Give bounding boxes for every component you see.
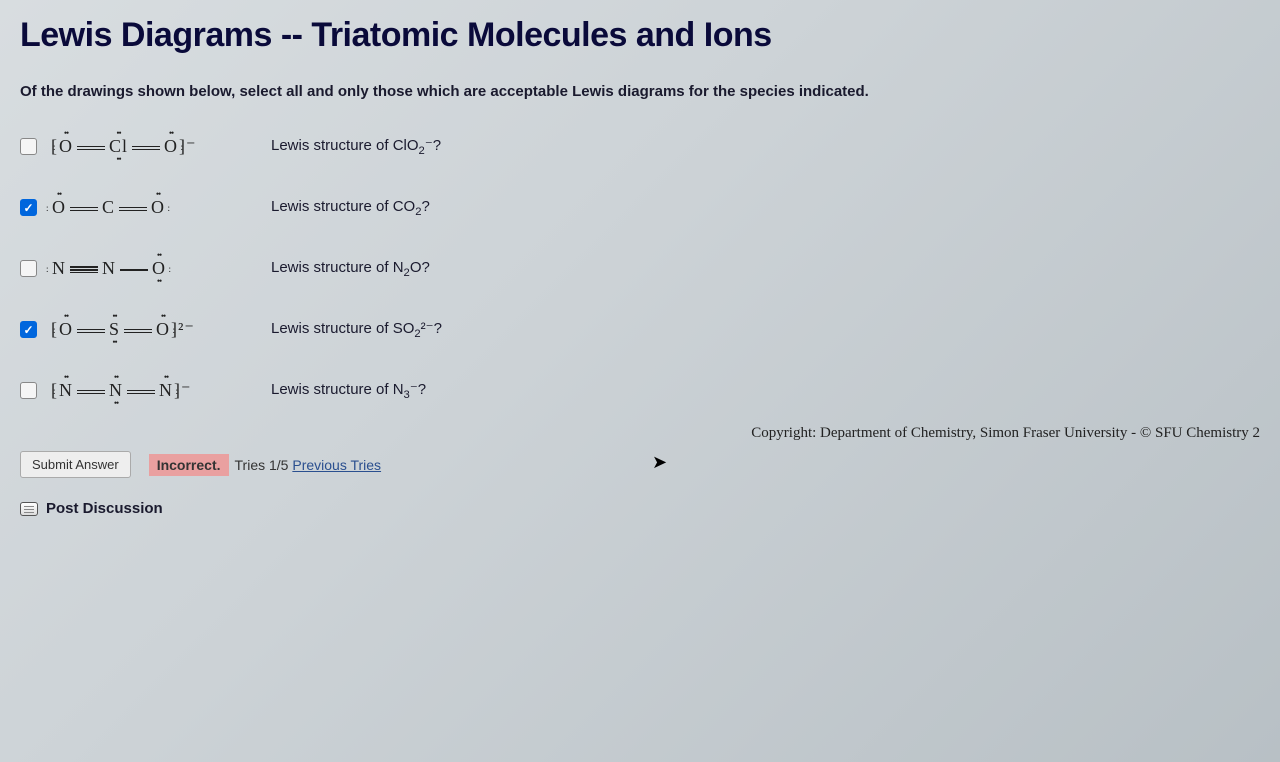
checkbox-option-4[interactable] bbox=[20, 321, 37, 338]
checkbox-option-3[interactable] bbox=[20, 260, 37, 277]
post-discussion-link[interactable]: Post Discussion bbox=[20, 500, 1260, 517]
option-row: :NN••O••: Lewis structure of N2O? bbox=[20, 258, 1260, 279]
option-label: Lewis structure of N2O? bbox=[271, 259, 430, 279]
copyright-text: Copyright: Department of Chemistry, Simo… bbox=[751, 425, 1260, 442]
option-label: Lewis structure of SO2²⁻? bbox=[271, 319, 442, 340]
option-row: :••OC••O: Lewis structure of CO2? bbox=[20, 197, 1260, 218]
previous-tries-link[interactable]: Previous Tries bbox=[292, 457, 381, 473]
option-row: [:••N••N••••N:]⁻ Lewis structure of N3⁻? bbox=[20, 380, 1260, 401]
footer: Copyright: Department of Chemistry, Simo… bbox=[20, 451, 1260, 478]
option-label: Lewis structure of N3⁻? bbox=[271, 380, 426, 401]
lewis-structure: [:••O••S••••O:]²⁻ bbox=[51, 319, 251, 340]
status-badge: Incorrect. bbox=[149, 454, 229, 476]
page-title: Lewis Diagrams -- Triatomic Molecules an… bbox=[20, 16, 1260, 55]
lewis-structure: [:••O••Cl••••O:]⁻ bbox=[51, 136, 251, 157]
option-label: Lewis structure of CO2? bbox=[271, 198, 430, 218]
option-row: [:••O••S••••O:]²⁻ Lewis structure of SO2… bbox=[20, 319, 1260, 340]
checkbox-option-2[interactable] bbox=[20, 199, 37, 216]
option-row: [:••O••Cl••••O:]⁻ Lewis structure of ClO… bbox=[20, 136, 1260, 157]
option-label: Lewis structure of ClO2⁻? bbox=[271, 136, 441, 157]
question-prompt: Of the drawings shown below, select all … bbox=[20, 83, 1260, 100]
lewis-structure: [:••N••N••••N:]⁻ bbox=[51, 380, 251, 401]
discussion-label: Post Discussion bbox=[46, 500, 163, 517]
tries-text: Tries 1/5 Previous Tries bbox=[235, 457, 382, 473]
checkbox-option-1[interactable] bbox=[20, 138, 37, 155]
submit-answer-button[interactable]: Submit Answer bbox=[20, 451, 131, 478]
lewis-structure: :NN••O••: bbox=[51, 258, 251, 279]
checkbox-option-5[interactable] bbox=[20, 382, 37, 399]
lewis-structure: :••OC••O: bbox=[51, 197, 251, 218]
discussion-icon bbox=[20, 502, 38, 516]
